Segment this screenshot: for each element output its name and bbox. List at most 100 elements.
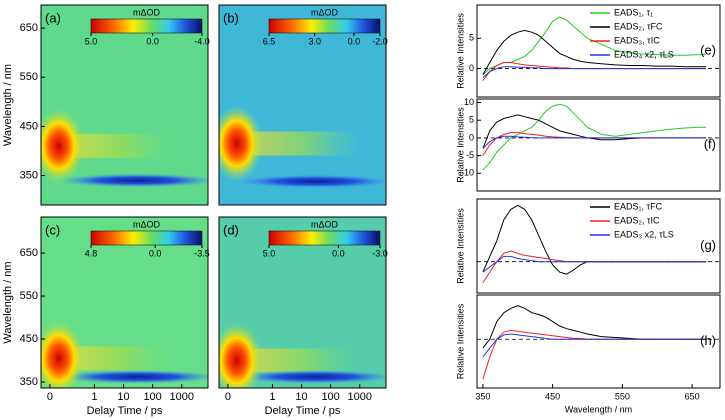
- legend-label: EADS₂, τIC: [614, 215, 660, 225]
- series-line: [482, 66, 707, 78]
- y-axis-label: Relative Intensities: [455, 107, 465, 183]
- colorbar-tick-label: 3.0: [308, 36, 321, 46]
- x-tick-label: 100: [321, 391, 339, 403]
- heatmap: [219, 217, 386, 388]
- panel-label: (e): [700, 42, 716, 57]
- colorbar-title: mΔOD: [311, 219, 339, 229]
- y-tick-label: 0: [469, 132, 474, 142]
- hot-spot: [41, 108, 85, 185]
- colorbar-tick-label: 5.0: [263, 248, 276, 258]
- y-tick-label: 0: [469, 63, 474, 73]
- frame: [40, 216, 209, 389]
- x-tick-label: 450: [545, 391, 560, 401]
- panel-label: (f): [704, 136, 716, 151]
- y-tick-label: 10: [464, 97, 474, 107]
- cold-band: [55, 369, 208, 384]
- legend-label: EADS₂, τFC: [614, 21, 663, 31]
- panel-label: (c): [45, 222, 60, 237]
- frame: [476, 198, 721, 294]
- colorbar-title: mΔOD: [133, 219, 161, 229]
- hot-spot: [219, 322, 263, 388]
- y-tick-label: 550: [20, 290, 38, 302]
- cold-band: [233, 369, 386, 384]
- colorbar-title: mΔOD: [133, 7, 161, 17]
- x-tick-label: 0: [225, 391, 231, 403]
- streak: [250, 131, 360, 156]
- panel-label: (b): [223, 10, 239, 25]
- y-tick-label: 550: [20, 71, 38, 83]
- hot-spot: [41, 320, 85, 388]
- colorbar-tick-label: -4.0: [194, 36, 210, 46]
- frame: [40, 4, 209, 206]
- series-line: [482, 103, 707, 171]
- frame: [476, 98, 721, 192]
- y-axis-label: Relative Intensities: [455, 303, 465, 379]
- legend-label: EADS₁, τ₁: [614, 7, 653, 17]
- y-tick-label: 350: [20, 376, 38, 388]
- frame: [476, 4, 721, 98]
- x-tick-label: 1: [91, 391, 97, 403]
- frame: [218, 216, 387, 389]
- panel-label: (a): [45, 10, 61, 25]
- x-axis-label: Delay Time / ps: [87, 405, 163, 417]
- legend-label: EADS₁, τFC: [614, 201, 663, 211]
- colorbar-tick-label: -3.5: [194, 248, 210, 258]
- colorbar-tick-label: 4.8: [85, 248, 98, 258]
- x-tick-label: 1: [269, 391, 275, 403]
- colorbar-tick-label: 0.0: [332, 248, 345, 258]
- frame: [218, 4, 387, 206]
- series-line: [482, 29, 707, 75]
- y-tick-label: -5: [466, 150, 474, 160]
- colorbar-tick-label: 5.0: [85, 36, 98, 46]
- streak: [72, 346, 182, 371]
- colorbar-title: mΔOD: [311, 7, 339, 17]
- heatmap: [219, 5, 386, 205]
- panel-label: (h): [700, 333, 716, 348]
- colorbar-tick-label: 0.0: [146, 36, 159, 46]
- heatmap: [41, 217, 208, 388]
- panel-label: (g): [700, 237, 716, 252]
- heatmap: [41, 5, 208, 205]
- x-axis-label: Delay Time / ps: [265, 405, 341, 417]
- y-tick-label: 650: [20, 22, 38, 34]
- x-tick-label: 0: [47, 391, 53, 403]
- x-tick-label: 10: [295, 391, 307, 403]
- colorbar-tick-label: 0.0: [348, 36, 361, 46]
- x-axis-label: Wavelength / nm: [565, 404, 632, 414]
- colorbar-tick-label: 0.0: [149, 248, 162, 258]
- x-tick-label: 10: [117, 391, 129, 403]
- legend-label: EADS₃ x2, τLS: [614, 229, 674, 239]
- colorbar: [268, 230, 381, 246]
- streak: [72, 134, 182, 159]
- x-tick-label: 1000: [169, 391, 193, 403]
- colorbar: [90, 230, 203, 246]
- y-axis-label: Wavelength / nm: [2, 261, 14, 343]
- cold-band: [233, 174, 386, 189]
- streak: [250, 348, 360, 373]
- y-tick-label: -10: [461, 168, 474, 178]
- y-tick-label: 350: [20, 169, 38, 181]
- colorbar-tick-label: 6.5: [263, 36, 276, 46]
- series-line: [482, 135, 707, 149]
- x-tick-label: 650: [685, 391, 700, 401]
- colorbar: [268, 18, 381, 34]
- y-tick-label: 450: [20, 120, 38, 132]
- legend-label: EADS₃, τIC: [614, 35, 660, 45]
- x-tick-label: 350: [475, 391, 490, 401]
- x-tick-label: 100: [143, 391, 161, 403]
- y-axis-label: Relative Intensities: [455, 208, 465, 284]
- cold-band: [55, 173, 208, 188]
- frame: [476, 294, 721, 389]
- x-tick-label: 1000: [347, 391, 371, 403]
- hot-spot: [219, 105, 263, 182]
- colorbar-tick-label: -2.0: [372, 36, 388, 46]
- legend-label: EADS₄ x2, τLS: [614, 49, 674, 59]
- y-tick-label: 450: [20, 333, 38, 345]
- y-tick-label: 5: [469, 33, 474, 43]
- y-axis-label: Wavelength / nm: [2, 64, 14, 146]
- colorbar-tick-label: -3.0: [372, 248, 388, 258]
- colorbar: [90, 18, 203, 34]
- y-axis-label: Relative Intensities: [455, 13, 465, 89]
- y-tick-label: 5: [469, 115, 474, 125]
